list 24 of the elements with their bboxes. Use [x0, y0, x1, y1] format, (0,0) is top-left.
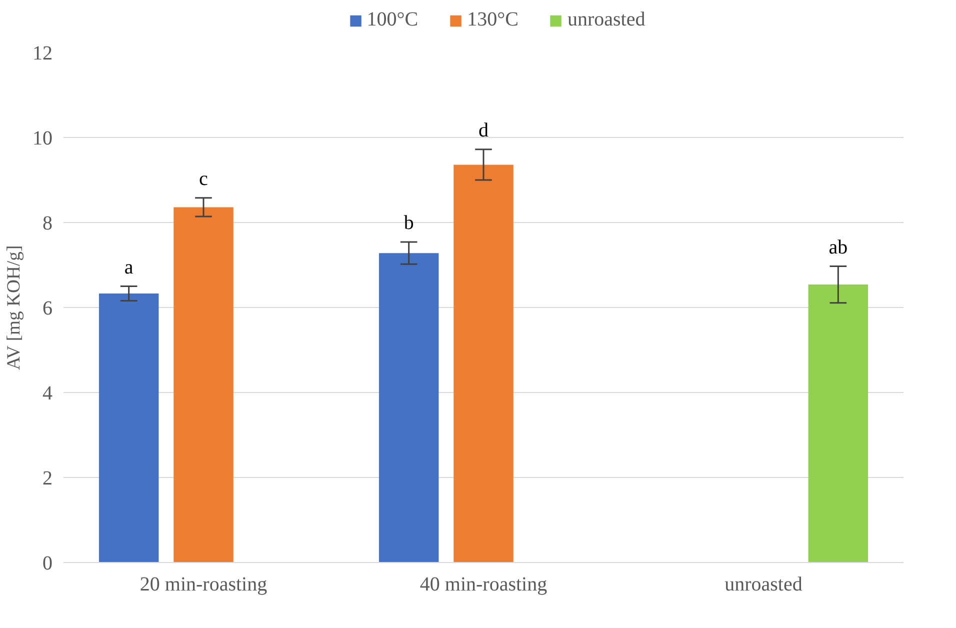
y-tick-label: 12	[32, 42, 52, 64]
x-tick-label: 40 min-roasting	[420, 574, 548, 596]
y-tick-label: 2	[42, 468, 52, 490]
bar	[98, 293, 159, 562]
bar	[174, 207, 234, 562]
x-tick-label: unroasted	[724, 574, 802, 596]
legend-label: 130°C	[467, 8, 518, 32]
y-tick-label: 6	[42, 298, 52, 320]
data-label: b	[404, 212, 414, 234]
legend-label: 100°C	[366, 8, 418, 32]
data-label: a	[124, 256, 134, 278]
bar	[454, 164, 514, 562]
y-tick-label: 10	[32, 128, 52, 150]
data-label: d	[478, 119, 488, 142]
y-axis-title: AV [mg KOH/g]	[4, 245, 24, 370]
x-tick-label: 20 min-roasting	[140, 574, 268, 596]
bar	[808, 284, 868, 562]
y-tick-label: 0	[42, 552, 52, 574]
data-label: c	[199, 168, 208, 190]
data-label: ab	[828, 236, 848, 258]
y-tick-label: 4	[42, 382, 52, 404]
bar	[378, 253, 439, 562]
y-tick-label: 8	[42, 212, 52, 234]
legend-label: unroasted	[567, 8, 646, 32]
